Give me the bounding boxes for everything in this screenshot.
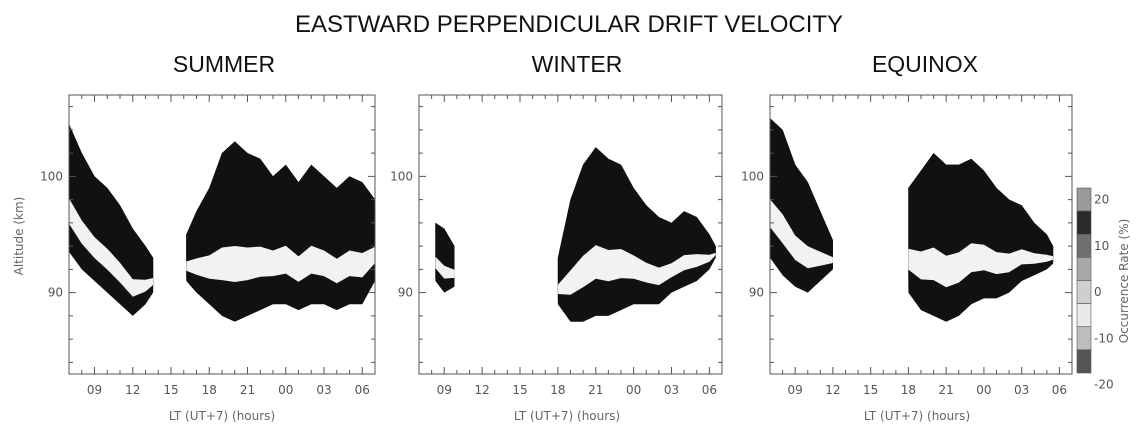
colorbar-cell [1076, 257, 1092, 281]
y-tick-label-equinox-100: 100 [741, 169, 764, 183]
contour-core-summer-0 [69, 198, 154, 297]
plot-area-winter: 09 12 15 18 21 00 03 06 90 100 [390, 94, 723, 397]
plot-area-equinox: 09 12 15 18 21 00 03 06 90 100 [741, 94, 1073, 397]
contour-core-equinox-0 [770, 199, 833, 269]
colorbar-cell [1076, 326, 1092, 351]
y-tick-label-winter-100: 100 [390, 169, 413, 183]
x-tick-label-equinox-06: 06 [1052, 383, 1067, 397]
colorbar-tick--20: -20 [1094, 378, 1114, 392]
colorbar-tick-10: 10 [1094, 239, 1109, 253]
panel-title-summer: SUMMER [173, 51, 275, 77]
x-tick-label-equinox-15: 15 [863, 383, 878, 397]
colorbar-cell [1076, 303, 1092, 328]
x-tick-label-summer-12: 12 [125, 383, 140, 397]
x-tick-label-winter-12: 12 [474, 383, 489, 397]
x-tick-label-winter-15: 15 [512, 383, 527, 397]
x-tick-label-summer-15: 15 [163, 383, 178, 397]
y-tick-label-equinox-90: 90 [749, 286, 764, 300]
x-tick-label-summer-03: 03 [316, 383, 331, 397]
x-tick-label-winter-03: 03 [664, 383, 679, 397]
x-axis-label-summer: LT (UT+7) (hours) [169, 409, 275, 423]
figure-title: EASTWARD PERPENDICULAR DRIFT VELOCITY [295, 11, 843, 38]
x-axis-label-equinox: LT (UT+7) (hours) [864, 409, 970, 423]
x-tick-label-winter-21: 21 [588, 383, 603, 397]
x-tick-label-equinox-21: 21 [939, 383, 954, 397]
x-tick-label-winter-06: 06 [702, 383, 717, 397]
colorbar-cell [1076, 349, 1092, 374]
x-tick-label-summer-21: 21 [240, 383, 255, 397]
x-tick-label-equinox-18: 18 [901, 383, 916, 397]
x-tick-label-winter-00: 00 [626, 383, 641, 397]
contour-band-winter-1-0 [557, 147, 716, 322]
plot-area-summer: 09 12 15 18 21 00 03 06 90 100 [40, 94, 376, 397]
colorbar: Occurrence Rate (%) 20 10 0 -10 -20 [1076, 187, 1131, 392]
contour-band-winter-0-0 [435, 222, 455, 293]
colorbar-tick-0: 0 [1094, 285, 1102, 299]
x-tick-label-equinox-09: 09 [788, 383, 803, 397]
colorbar-cell [1076, 210, 1092, 235]
colorbar-label: Occurrence Rate (%) [1117, 219, 1131, 344]
x-tick-label-summer-00: 00 [278, 383, 293, 397]
colorbar-cell [1076, 187, 1092, 212]
panel-title-equinox: EQUINOX [872, 51, 978, 77]
colorbar-tick-20: 20 [1094, 193, 1109, 207]
panel-title-winter: WINTER [532, 51, 623, 77]
x-tick-label-equinox-03: 03 [1014, 383, 1029, 397]
x-tick-label-winter-09: 09 [437, 383, 452, 397]
y-tick-label-summer-100: 100 [40, 169, 63, 183]
colorbar-cell [1076, 233, 1092, 258]
x-tick-label-winter-18: 18 [550, 383, 565, 397]
contour-band-equinox-1-0 [908, 153, 1054, 322]
x-tick-label-equinox-12: 12 [825, 383, 840, 397]
x-tick-label-summer-18: 18 [202, 383, 217, 397]
contour-core-equinox-1 [908, 243, 1054, 288]
x-tick-label-summer-06: 06 [355, 383, 370, 397]
colorbar-cell [1076, 280, 1092, 304]
y-axis-label: Altitude (km) [12, 197, 26, 276]
contour-core-winter-0 [435, 256, 455, 279]
panel-equinox: EQUINOX 09 12 15 18 21 00 03 06 90 100 LT (UT+7) … [741, 51, 1073, 423]
contour-core-winter-1 [557, 245, 716, 295]
panel-summer: SUMMER 09 12 15 18 21 00 03 06 90 100 LT (UT+7) (… [12, 51, 376, 423]
colorbar-tick--10: -10 [1094, 331, 1114, 345]
contour-band-summer-0-0 [69, 124, 154, 316]
x-tick-label-summer-09: 09 [87, 383, 102, 397]
y-tick-label-winter-90: 90 [398, 286, 413, 300]
x-tick-label-equinox-00: 00 [976, 383, 991, 397]
contour-band-summer-1-0 [186, 141, 375, 322]
x-axis-label-winter: LT (UT+7) (hours) [514, 409, 620, 423]
panel-winter: WINTER 09 12 15 18 21 00 03 06 90 100 LT (UT+7) (… [390, 51, 723, 423]
y-tick-label-summer-90: 90 [48, 286, 63, 300]
contour-band-equinox-0-0 [770, 118, 833, 293]
contour-core-summer-1 [186, 245, 375, 284]
